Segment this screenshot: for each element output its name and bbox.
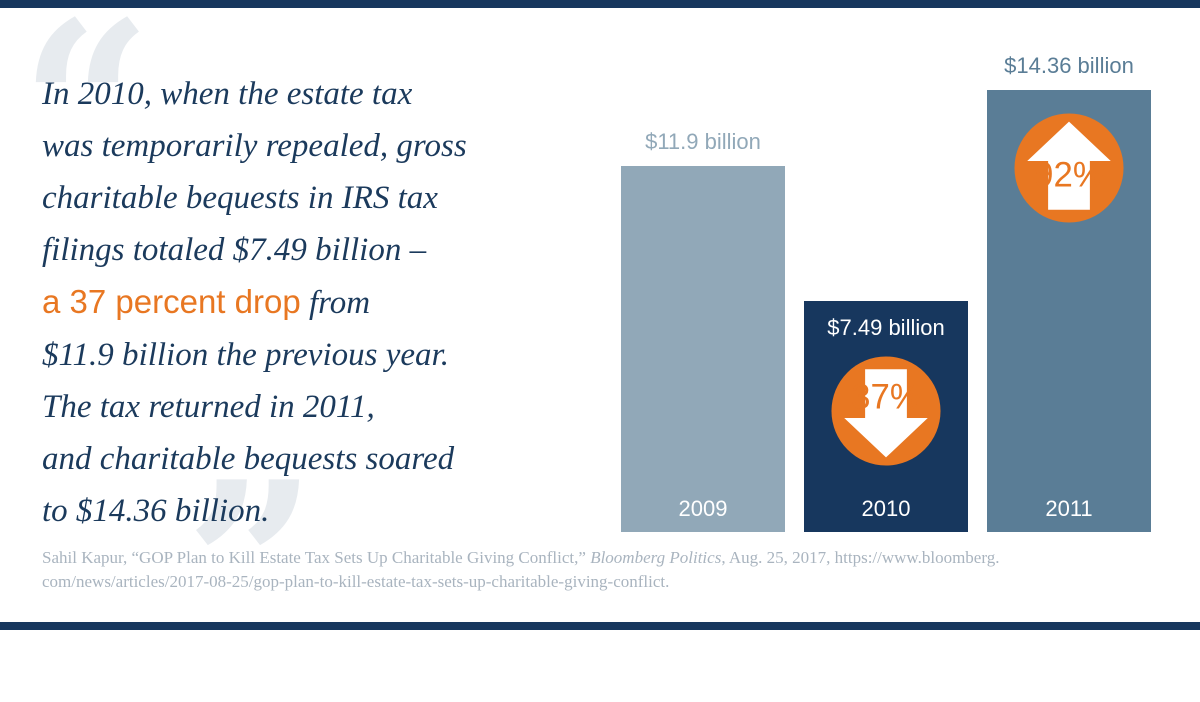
bar-year-label: 2010 xyxy=(861,496,911,521)
citation-line: Sahil Kapur, “GOP Plan to Kill Estate Ta… xyxy=(42,546,1172,570)
citation-text: Sahil Kapur, “GOP Plan to Kill Estate Ta… xyxy=(42,548,591,567)
bar-year-label: 2009 xyxy=(678,496,728,521)
quote-line: The tax returned in 2011, xyxy=(42,389,375,425)
quote-line-rest: from xyxy=(300,285,371,321)
citation-line: com/news/articles/2017-08-25/gop-plan-to… xyxy=(42,572,670,591)
quote-line: and charitable bequests soared xyxy=(42,441,455,477)
bar-2009 xyxy=(621,165,785,532)
change-arrow xyxy=(1027,121,1111,210)
open-quote-icon: “ xyxy=(20,0,153,242)
bar-value-label: $11.9 billion xyxy=(645,128,761,154)
down-arrow-icon: 37% xyxy=(831,356,941,466)
bequests-bar-chart: $11.9 billion 2009 $7.49 billion 2010 37% $14… xyxy=(600,20,1190,540)
quote-line: charitable bequests in IRS tax xyxy=(42,180,438,216)
quote-line: to $14.36 billion. xyxy=(42,493,270,529)
change-percent-label: 92% xyxy=(1034,156,1104,195)
top-border xyxy=(0,0,1200,8)
up-arrow-icon: 92% xyxy=(1014,113,1124,223)
quote-line: filings totaled $7.49 billion – xyxy=(42,232,427,268)
quote-line: In 2010, when the estate tax xyxy=(42,76,413,112)
bar-year-label: 2011 xyxy=(1045,496,1093,521)
citation: Sahil Kapur, “GOP Plan to Kill Estate Ta… xyxy=(42,546,1172,594)
bar-value-label: $7.49 billion xyxy=(827,315,945,341)
bottom-border xyxy=(0,622,1200,630)
quote-text: In 2010, when the estate tax was tempora… xyxy=(42,68,542,537)
bar-value-label: $14.36 billion xyxy=(1004,53,1134,78)
citation-publication: Bloomberg Politics xyxy=(590,548,722,567)
quote-line: $11.9 billion the previous year. xyxy=(42,337,449,373)
quote-highlight: a 37 percent drop xyxy=(42,283,301,320)
quote-line: a 37 percent drop from xyxy=(42,276,542,329)
change-percent-label: 37% xyxy=(851,378,921,417)
quote-line: was temporarily repealed, gross xyxy=(42,128,467,164)
change-arrow xyxy=(844,369,928,458)
citation-text: , Aug. 25, 2017, https://www.bloomberg. xyxy=(721,548,1000,567)
